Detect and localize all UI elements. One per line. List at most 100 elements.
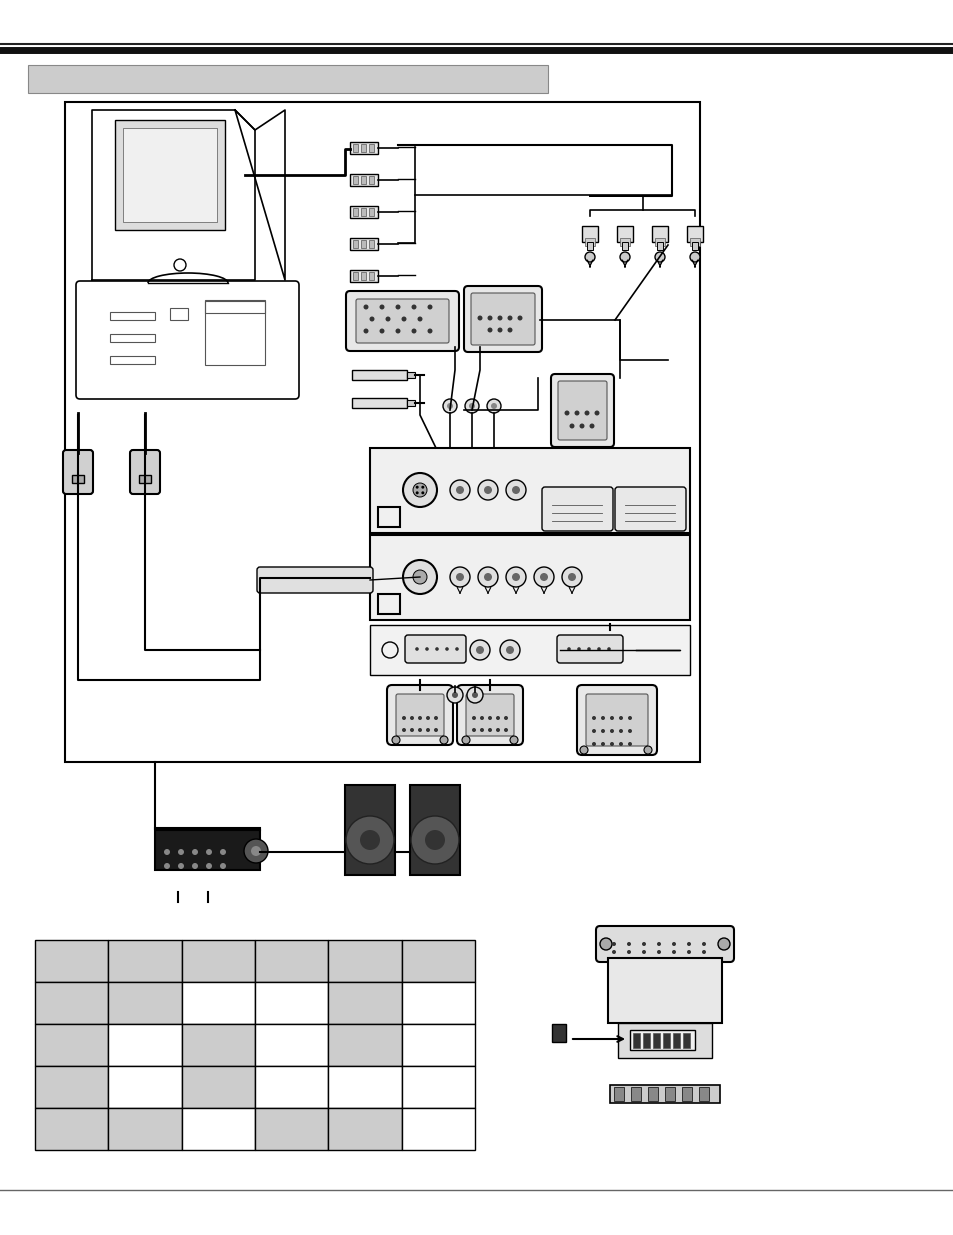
Bar bbox=[401, 1066, 475, 1108]
Bar bbox=[360, 272, 366, 280]
Circle shape bbox=[411, 329, 416, 333]
Circle shape bbox=[609, 716, 614, 720]
Circle shape bbox=[701, 950, 705, 953]
Circle shape bbox=[479, 716, 483, 720]
Bar bbox=[35, 982, 109, 1024]
Bar bbox=[377, 508, 399, 527]
Bar bbox=[345, 785, 395, 876]
Bar bbox=[109, 982, 181, 1024]
FancyBboxPatch shape bbox=[387, 685, 453, 745]
Circle shape bbox=[477, 480, 497, 500]
Circle shape bbox=[701, 942, 705, 946]
Bar bbox=[407, 400, 415, 406]
Circle shape bbox=[534, 567, 554, 587]
Circle shape bbox=[612, 942, 616, 946]
Circle shape bbox=[587, 647, 590, 651]
Circle shape bbox=[641, 950, 645, 953]
Bar bbox=[181, 940, 254, 982]
FancyBboxPatch shape bbox=[577, 685, 657, 755]
Bar bbox=[651, 226, 667, 242]
FancyBboxPatch shape bbox=[615, 487, 685, 531]
Circle shape bbox=[483, 487, 492, 494]
Circle shape bbox=[467, 687, 482, 703]
Circle shape bbox=[686, 942, 690, 946]
Bar bbox=[621, 242, 627, 249]
Circle shape bbox=[671, 942, 676, 946]
Bar bbox=[139, 475, 151, 483]
Bar bbox=[123, 128, 216, 222]
Circle shape bbox=[178, 848, 184, 855]
Bar bbox=[360, 144, 366, 152]
Bar bbox=[170, 308, 188, 320]
Bar bbox=[682, 1032, 689, 1049]
Circle shape bbox=[618, 742, 622, 746]
Bar bbox=[681, 1087, 691, 1100]
Circle shape bbox=[567, 573, 576, 580]
Bar bbox=[369, 207, 374, 216]
Circle shape bbox=[464, 399, 478, 412]
Bar bbox=[652, 1032, 659, 1049]
Circle shape bbox=[512, 487, 519, 494]
Circle shape bbox=[627, 729, 631, 734]
Bar bbox=[328, 940, 401, 982]
Circle shape bbox=[499, 640, 519, 659]
Circle shape bbox=[657, 950, 660, 953]
Circle shape bbox=[496, 716, 499, 720]
Circle shape bbox=[600, 716, 604, 720]
Circle shape bbox=[618, 729, 622, 734]
Circle shape bbox=[395, 305, 400, 310]
Bar bbox=[35, 1024, 109, 1066]
Circle shape bbox=[477, 315, 482, 321]
Circle shape bbox=[363, 305, 368, 310]
Circle shape bbox=[503, 727, 507, 732]
FancyBboxPatch shape bbox=[405, 635, 465, 663]
Circle shape bbox=[417, 716, 421, 720]
FancyBboxPatch shape bbox=[130, 450, 160, 494]
Circle shape bbox=[385, 316, 390, 321]
Circle shape bbox=[671, 950, 676, 953]
Bar bbox=[191, 848, 209, 856]
Circle shape bbox=[450, 567, 470, 587]
Circle shape bbox=[584, 410, 589, 415]
Bar bbox=[552, 1024, 565, 1042]
FancyBboxPatch shape bbox=[585, 694, 647, 746]
Bar bbox=[657, 242, 662, 249]
Circle shape bbox=[426, 727, 430, 732]
Bar bbox=[109, 940, 181, 982]
FancyBboxPatch shape bbox=[395, 694, 443, 736]
Circle shape bbox=[379, 305, 384, 310]
Bar bbox=[370, 448, 689, 534]
Bar bbox=[65, 103, 700, 762]
Circle shape bbox=[578, 424, 584, 429]
Circle shape bbox=[510, 736, 517, 743]
Bar bbox=[369, 177, 374, 184]
Circle shape bbox=[569, 424, 574, 429]
Bar bbox=[370, 535, 689, 620]
Bar bbox=[689, 238, 700, 246]
Bar bbox=[586, 242, 593, 249]
Circle shape bbox=[206, 863, 212, 869]
Circle shape bbox=[206, 848, 212, 855]
Circle shape bbox=[564, 410, 569, 415]
Circle shape bbox=[477, 567, 497, 587]
FancyBboxPatch shape bbox=[456, 685, 522, 745]
Circle shape bbox=[251, 846, 261, 856]
Bar bbox=[401, 1024, 475, 1066]
FancyBboxPatch shape bbox=[463, 287, 541, 352]
Bar bbox=[28, 65, 547, 93]
Circle shape bbox=[401, 716, 406, 720]
FancyBboxPatch shape bbox=[557, 635, 622, 663]
Bar bbox=[181, 1024, 254, 1066]
Circle shape bbox=[718, 939, 729, 950]
Circle shape bbox=[456, 573, 463, 580]
Circle shape bbox=[164, 848, 170, 855]
Bar bbox=[328, 1108, 401, 1150]
Circle shape bbox=[600, 742, 604, 746]
Circle shape bbox=[413, 483, 427, 496]
Bar bbox=[110, 333, 154, 342]
Bar bbox=[618, 1023, 711, 1058]
Circle shape bbox=[410, 716, 414, 720]
FancyBboxPatch shape bbox=[541, 487, 613, 531]
Bar bbox=[205, 300, 265, 366]
Bar bbox=[410, 785, 459, 876]
